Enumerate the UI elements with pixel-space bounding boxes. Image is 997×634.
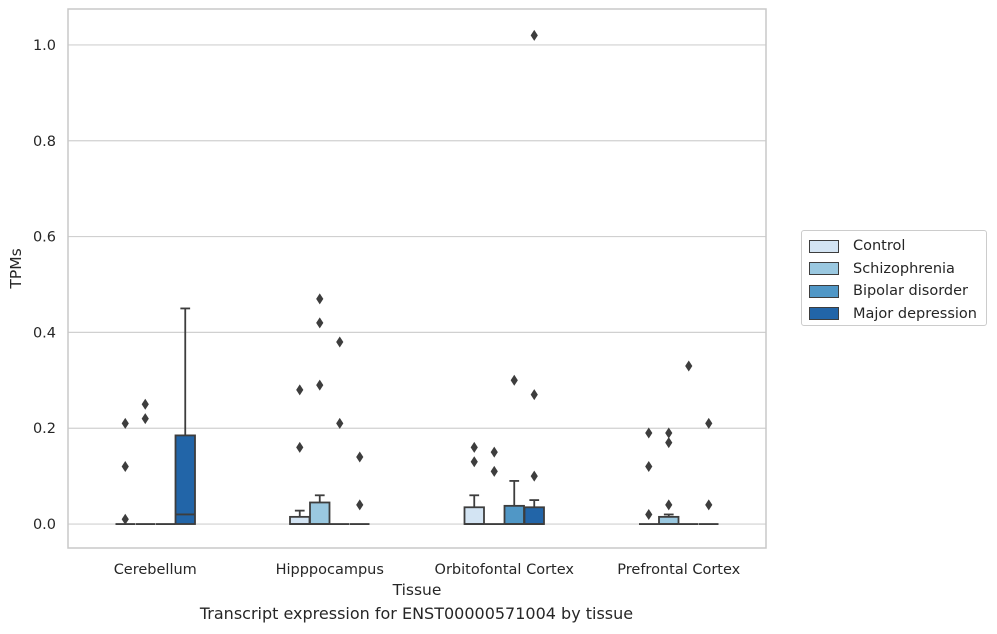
box xyxy=(463,506,485,525)
legend-label: Control xyxy=(853,238,906,255)
legend-item: Major depression xyxy=(802,303,986,326)
outlier-point xyxy=(645,427,653,439)
x-axis-label: Tissue xyxy=(392,581,442,599)
x-tick-label: Orbitofontal Cortex xyxy=(435,562,575,578)
outlier-point xyxy=(336,336,344,348)
outlier-point xyxy=(316,317,324,329)
outlier-point xyxy=(490,446,498,458)
outlier-point xyxy=(530,470,538,482)
outlier-point xyxy=(470,456,478,468)
x-tick-label: Hipppocampus xyxy=(276,562,384,578)
legend-swatch xyxy=(809,239,839,253)
figure-caption: Transcript expression for ENST0000057100… xyxy=(199,604,634,623)
x-tick-label: Prefrontal Cortex xyxy=(617,562,740,578)
y-tick-label: 0.0 xyxy=(33,517,56,533)
legend-label: Major depression xyxy=(853,305,977,322)
legend-swatch xyxy=(809,284,839,298)
outlier-point xyxy=(530,389,538,401)
outlier-point xyxy=(296,384,304,396)
outlier-point xyxy=(356,451,364,463)
outlier-point xyxy=(121,417,129,429)
outlier-point xyxy=(645,461,653,473)
outlier-point xyxy=(121,513,129,525)
outlier-point xyxy=(121,461,129,473)
y-tick-label: 0.8 xyxy=(33,134,56,150)
plot-area xyxy=(68,9,766,548)
box xyxy=(523,506,545,525)
box xyxy=(174,434,196,525)
outlier-point xyxy=(665,427,673,439)
legend-item: Bipolar disorder xyxy=(802,280,986,303)
box xyxy=(309,501,331,525)
outlier-point xyxy=(316,379,324,391)
y-tick-label: 0.6 xyxy=(33,230,56,246)
legend-label: Schizophrenia xyxy=(853,260,955,277)
outlier-point xyxy=(665,499,673,511)
x-tick-label: Cerebellum xyxy=(114,562,197,578)
box xyxy=(289,515,311,525)
outlier-point xyxy=(705,499,713,511)
outlier-point xyxy=(685,360,693,372)
outlier-point xyxy=(336,417,344,429)
box xyxy=(658,515,680,525)
y-tick-label: 0.2 xyxy=(33,421,56,437)
outlier-point xyxy=(316,293,324,305)
legend-label: Bipolar disorder xyxy=(853,283,968,300)
outlier-point xyxy=(296,441,304,453)
outlier-point xyxy=(141,398,149,410)
chart-legend: Control Schizophrenia Bipolar disorder Majo… xyxy=(801,230,987,326)
legend-swatch xyxy=(809,262,839,276)
legend-item: Control xyxy=(802,235,986,258)
outlier-point xyxy=(490,465,498,477)
legend-swatch xyxy=(809,307,839,321)
outlier-point xyxy=(356,499,364,511)
plot-frame xyxy=(67,8,767,549)
outlier-point xyxy=(665,437,673,449)
outlier-point xyxy=(470,441,478,453)
outlier-point xyxy=(141,413,149,425)
outlier-point xyxy=(510,374,518,386)
y-tick-label: 1.0 xyxy=(33,38,56,54)
outlier-point xyxy=(530,29,538,41)
outlier-point xyxy=(705,417,713,429)
y-tick-label: 0.4 xyxy=(33,325,56,341)
legend-item: Schizophrenia xyxy=(802,258,986,281)
y-axis-label: TPMs xyxy=(7,248,25,289)
box xyxy=(503,504,525,525)
outlier-point xyxy=(645,508,653,520)
